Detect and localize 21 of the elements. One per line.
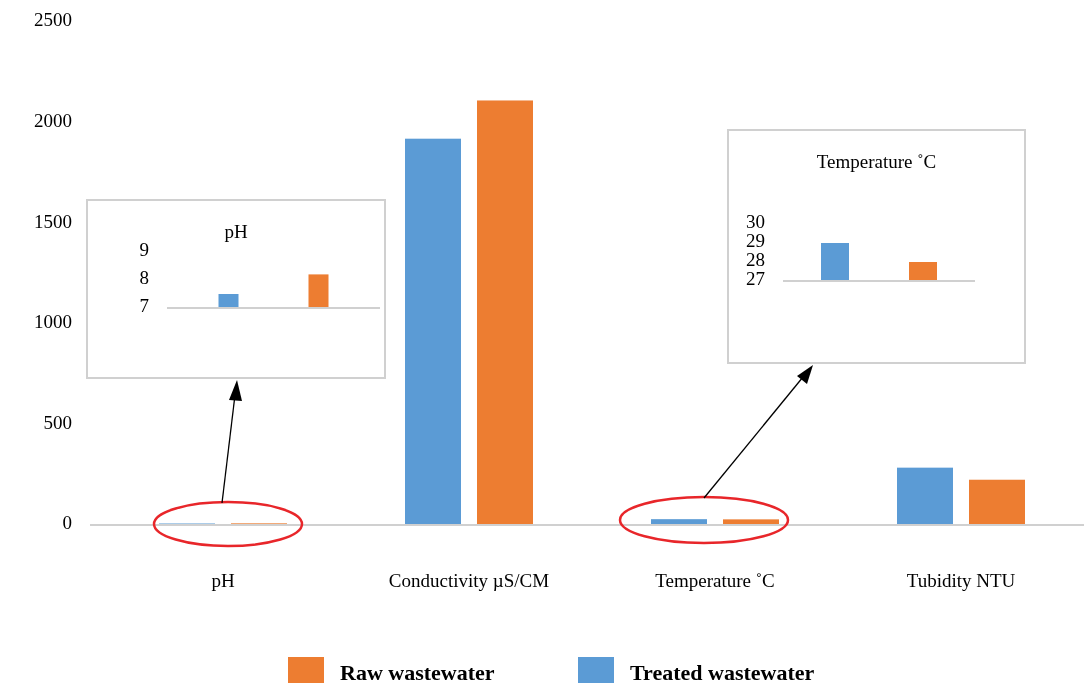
y-tick-label: 27 — [746, 268, 765, 290]
x-tick-label: pH — [211, 570, 235, 591]
legend-label: Treated wastewater — [630, 660, 815, 683]
chart-title: Temperature ˚C — [816, 151, 937, 172]
y-tick-label: 1000 — [34, 311, 72, 333]
y-tick-label: 500 — [43, 411, 72, 433]
y-tick-label: 9 — [139, 239, 149, 261]
x-tick-label: Conductivity µS/CM — [388, 570, 550, 591]
y-tick-label: 29 — [746, 230, 765, 252]
y-tick-label: 2500 — [34, 9, 72, 31]
legend-label: Raw wastewater — [340, 660, 495, 683]
x-tick-label: Tubidity NTU — [906, 570, 1016, 591]
chart-title: pH — [224, 221, 248, 242]
y-tick-label: 30 — [746, 211, 765, 233]
y-tick-label: 1500 — [34, 210, 72, 232]
y-tick-label: 2000 — [34, 109, 72, 131]
y-tick-label: 8 — [139, 267, 149, 289]
y-tick-label: 7 — [139, 295, 149, 317]
y-tick-label: 28 — [746, 249, 765, 271]
x-tick-label: Temperature ˚C — [655, 570, 775, 591]
y-tick-label: 0 — [62, 512, 72, 534]
